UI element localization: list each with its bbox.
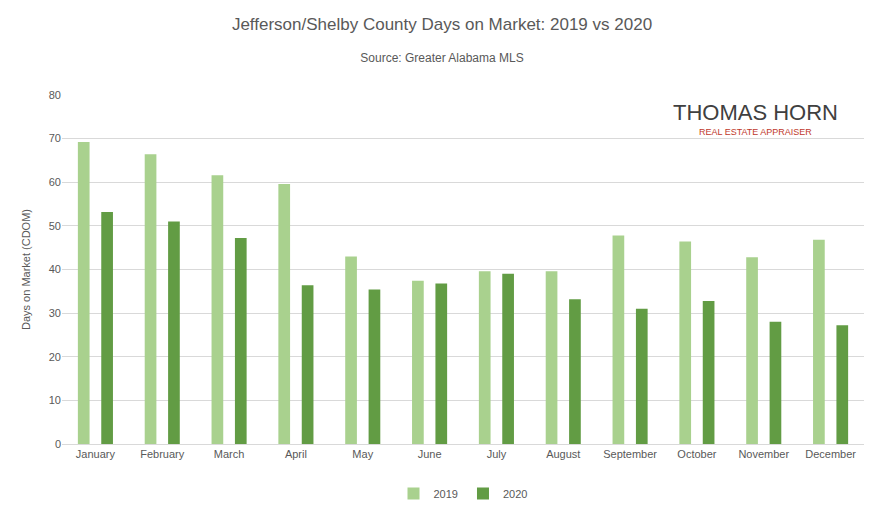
svg-text:November: November <box>738 448 789 460</box>
svg-text:October: October <box>677 448 716 460</box>
svg-text:REAL ESTATE APPRAISER: REAL ESTATE APPRAISER <box>699 127 812 137</box>
svg-text:January: January <box>76 448 116 460</box>
svg-text:April: April <box>285 448 307 460</box>
svg-text:March: March <box>214 448 245 460</box>
svg-text:50: 50 <box>49 220 61 232</box>
svg-text:May: May <box>352 448 373 460</box>
svg-text:60: 60 <box>49 176 61 188</box>
svg-text:THOMAS HORN: THOMAS HORN <box>673 100 838 125</box>
svg-text:Jefferson/Shelby County Days o: Jefferson/Shelby County Days on Market: … <box>232 15 652 34</box>
svg-text:0: 0 <box>55 438 61 450</box>
svg-text:December: December <box>805 448 856 460</box>
svg-text:20: 20 <box>49 351 61 363</box>
svg-text:2020: 2020 <box>503 488 527 500</box>
svg-text:10: 10 <box>49 394 61 406</box>
svg-text:30: 30 <box>49 307 61 319</box>
svg-text:Days on Market (CDOM): Days on Market (CDOM) <box>20 209 32 330</box>
svg-text:70: 70 <box>49 132 61 144</box>
svg-text:Source: Greater Alabama MLS: Source: Greater Alabama MLS <box>360 51 523 65</box>
svg-text:80: 80 <box>49 89 61 101</box>
svg-text:2019: 2019 <box>434 488 458 500</box>
svg-text:July: July <box>487 448 507 460</box>
svg-text:June: June <box>418 448 442 460</box>
svg-text:September: September <box>603 448 657 460</box>
svg-text:40: 40 <box>49 263 61 275</box>
svg-text:August: August <box>546 448 580 460</box>
svg-text:February: February <box>140 448 185 460</box>
